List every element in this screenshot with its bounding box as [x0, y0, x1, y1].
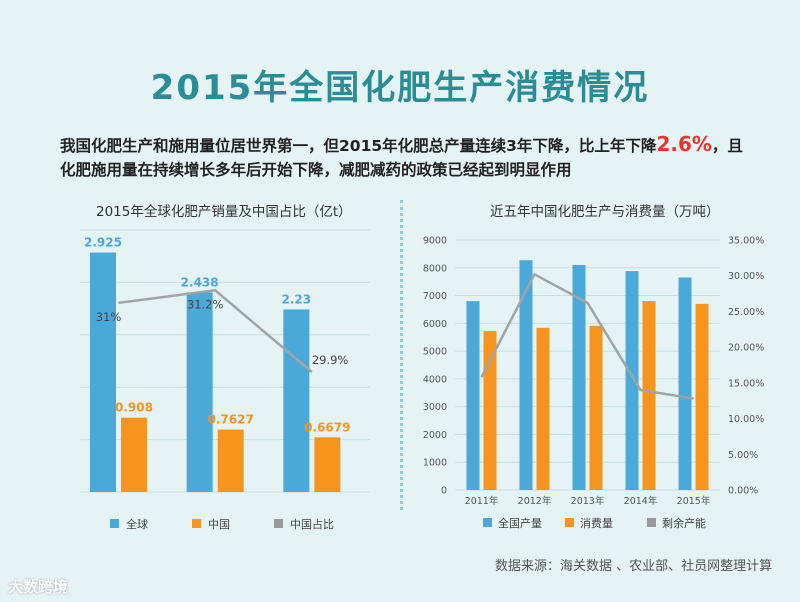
chart2-x-tick: 2015年: [677, 495, 711, 507]
chart2-bar-production: [572, 265, 586, 490]
chart2-y2-tick: 15.00%: [728, 378, 764, 389]
subtitle-text-2: ，且化肥施用量在持续增长多年后开始下降，减肥减药的政策已经起到明显作用: [60, 137, 743, 179]
subtitle-text-1: 我国化肥生产和施用量位居世界第一，但2015年化肥总产量连续3年下降，比上年下降: [60, 137, 657, 155]
chart1-data-label: 2.23: [282, 292, 312, 306]
chart2-legend-swatch: [565, 518, 574, 527]
chart1-data-label: 2.925: [84, 236, 122, 250]
chart2-y-tick: 8000: [423, 263, 447, 274]
chart2-legend-label: 剩余产能: [662, 516, 706, 530]
chart2-x-tick: 2012年: [518, 495, 552, 507]
chart2-x-tick: 2011年: [465, 495, 499, 507]
chart1-data-label: 0.7627: [208, 413, 254, 427]
watermark-logo: 大数跨境: [8, 578, 69, 596]
chart2-bar-production: [678, 277, 692, 490]
chart2-y-tick: 4000: [423, 374, 447, 385]
chart2-legend-label: 全国产量: [498, 516, 542, 530]
chart1-data-label: 2.438: [181, 275, 219, 289]
chart2-y2-tick: 30.00%: [728, 271, 764, 282]
chart1-legend-swatch: [274, 519, 283, 528]
chart2-bar-consumption: [589, 325, 603, 490]
chart2-legend-swatch: [647, 518, 656, 527]
chart2-line-surplus: [480, 272, 694, 400]
chart2-y2-tick: 35.00%: [728, 236, 764, 247]
chart2-legend-swatch: [483, 518, 492, 527]
chart2-bar-consumption: [536, 327, 550, 490]
chart1-legend-swatch: [110, 519, 119, 528]
chart1-bar-global: [186, 292, 213, 492]
chart2-bar-consumption: [642, 301, 656, 490]
chart1-svg: 2.925 0.908 2.438 0.7627 2.23 0.6679 31% 31.2% 2…: [80, 229, 370, 531]
chart2-title: 近五年中国化肥生产与消费量（万吨）: [490, 204, 720, 220]
chart2-y2-tick: 10.00%: [728, 414, 764, 425]
chart2-y-tick: 2000: [423, 430, 447, 441]
chart2-y-tick: 3000: [423, 402, 447, 413]
chart2-y-tick: 1000: [423, 458, 447, 469]
chart1-bar-china: [217, 429, 244, 492]
chart2-x-tick: 2014年: [624, 495, 658, 507]
chart2-y2-tick: 0.00%: [728, 486, 758, 497]
chart2-bar-consumption: [695, 303, 709, 490]
chart2-y-tick: 6000: [423, 319, 447, 330]
chart1-line-label: 31%: [96, 310, 122, 324]
chart1-line-label: 29.9%: [312, 353, 349, 367]
chart1-line-label: 31.2%: [187, 297, 224, 311]
chart1-bar-global: [283, 309, 310, 492]
source-note: 数据来源：海关数据 、农业部、社员网整理计算: [495, 559, 773, 574]
chart2-y-tick: 0: [441, 486, 447, 497]
chart2-bar-production: [519, 260, 533, 490]
chart2-legend-label: 消费量: [580, 516, 613, 530]
chart2-x-tick: 2013年: [571, 495, 605, 507]
chart1-legend-label: 中国: [208, 518, 230, 531]
page-title: 2015年全国化肥生产消费情况: [150, 68, 650, 108]
chart1-legend-label: 全球: [126, 517, 148, 531]
page-subtitle: 我国化肥生产和施用量位居世界第一，但2015年化肥总产量连续3年下降，比上年下降…: [60, 132, 750, 182]
chart-divider: [400, 200, 403, 510]
chart2-y-tick: 5000: [423, 347, 447, 358]
chart2-bar-consumption: [483, 331, 497, 490]
chart1-line-china-share: [118, 288, 313, 373]
chart2-svg: 0 1000 2000 3000 4000 5000 6000 7000 8000 9000 0.0…: [423, 236, 764, 531]
chart1-bar-china: [314, 437, 341, 492]
chart2-y2-tick: 20.00%: [728, 343, 764, 354]
chart2-y-tick: 7000: [423, 291, 447, 302]
chart2-y-tick: 9000: [423, 236, 447, 247]
chart1-title: 2015年全球化肥产销量及中国占比（亿t）: [96, 204, 352, 220]
chart1-legend-swatch: [192, 519, 201, 528]
chart1-bar-china: [121, 417, 147, 492]
chart1-data-label: 0.6679: [304, 420, 350, 434]
chart1-data-label: 0.908: [115, 401, 153, 415]
chart2-bar-production: [625, 271, 639, 490]
subtitle-highlight: 2.6%: [656, 132, 712, 156]
chart1-bar-global: [90, 252, 116, 492]
chart1-legend-label: 中国占比: [290, 517, 334, 531]
chart2-y2-tick: 5.00%: [728, 450, 758, 461]
chart2-y2-tick: 25.00%: [728, 307, 764, 318]
chart2-bar-production: [466, 301, 480, 490]
